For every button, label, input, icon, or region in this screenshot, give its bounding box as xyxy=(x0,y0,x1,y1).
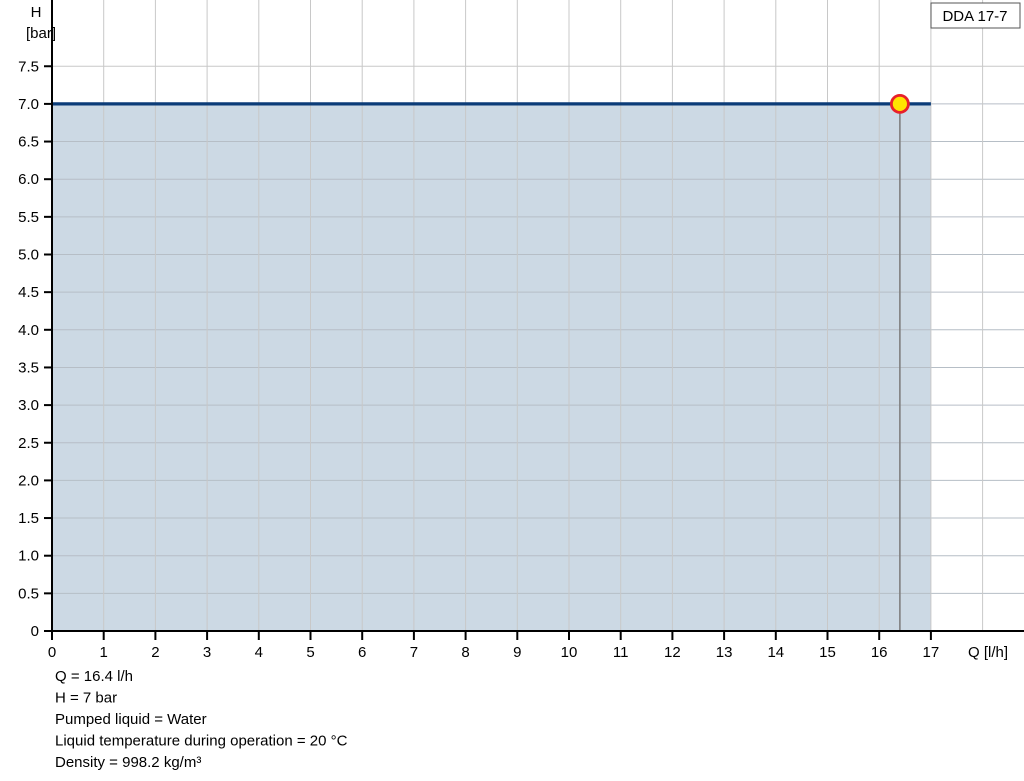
note-line: H = 7 bar xyxy=(55,690,117,707)
y-tick-label: 5.0 xyxy=(18,247,39,264)
x-tick-label: 7 xyxy=(410,644,418,661)
y-tick-label: 1.0 xyxy=(18,548,39,565)
x-tick-label: 13 xyxy=(716,644,733,661)
y-axis-title-symbol: H xyxy=(31,4,42,21)
note-line: Density = 998.2 kg/m³ xyxy=(55,754,201,771)
legend-box-frame xyxy=(930,2,1021,29)
x-axis-ticks: 0 1 2 3 4 5 6 7 8 9 10 11 12 13 14 15 16 17 xyxy=(48,631,939,661)
y-tick-label: 5.5 xyxy=(18,209,39,226)
note-line: Pumped liquid = Water xyxy=(55,711,207,728)
x-tick-label: 9 xyxy=(513,644,521,661)
x-tick-label: 10 xyxy=(561,644,578,661)
x-tick-label: 4 xyxy=(255,644,263,661)
x-tick-label: 5 xyxy=(306,644,314,661)
grid-lines xyxy=(52,0,1024,631)
y-tick-label: 0.5 xyxy=(18,585,39,602)
y-tick-label: 2.0 xyxy=(18,472,39,489)
x-tick-label: 8 xyxy=(461,644,469,661)
y-tick-label: 2.5 xyxy=(18,435,39,452)
x-axis-title: Q [l/h] xyxy=(968,644,1008,661)
legend-box[interactable]: DDA 17-7 xyxy=(930,2,1021,29)
y-tick-label: 0 xyxy=(31,623,39,640)
x-tick-label: 11 xyxy=(613,644,629,661)
x-tick-label: 16 xyxy=(871,644,888,661)
x-tick-label: 3 xyxy=(203,644,211,661)
y-tick-label: 3.5 xyxy=(18,359,39,376)
x-tick-label: 1 xyxy=(100,644,108,661)
x-tick-label: 0 xyxy=(48,644,56,661)
duty-point-marker[interactable] xyxy=(889,94,910,114)
x-tick-label: 6 xyxy=(358,644,366,661)
y-tick-label: 4.5 xyxy=(18,284,39,301)
x-tick-label: 14 xyxy=(767,644,784,661)
y-tick-label: 3.0 xyxy=(18,397,39,414)
y-axis-title-unit: [bar] xyxy=(26,25,56,42)
y-tick-label: 4.0 xyxy=(18,322,39,339)
note-line: Liquid temperature during operation = 20… xyxy=(55,733,348,750)
note-line: Q = 16.4 l/h xyxy=(55,668,133,685)
x-tick-label: 12 xyxy=(664,644,681,661)
duty-point-notes: Q = 16.4 l/h H = 7 bar Pumped liquid = Wat… xyxy=(55,668,348,771)
y-tick-label: 7.0 xyxy=(18,96,39,113)
y-tick-label: 6.0 xyxy=(18,171,39,188)
y-tick-label: 7.5 xyxy=(18,58,39,75)
x-tick-label: 17 xyxy=(923,644,940,661)
y-tick-label: 6.5 xyxy=(18,134,39,151)
y-axis-ticks: 0 0.5 1.0 1.5 2.0 2.5 3.0 3.5 4.0 4.5 5.0 5.5 6.0 6.5… xyxy=(18,58,52,640)
x-tick-label: 2 xyxy=(151,644,159,661)
duty-point-circle[interactable] xyxy=(889,94,910,114)
y-tick-label: 1.5 xyxy=(18,510,39,527)
x-tick-label: 15 xyxy=(819,644,836,661)
legend-label: DDA 17-7 xyxy=(942,8,1007,25)
